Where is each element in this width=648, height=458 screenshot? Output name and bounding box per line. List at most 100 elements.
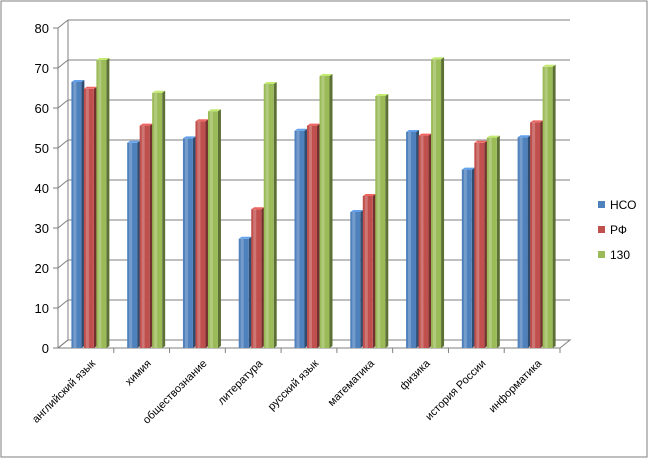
bar <box>71 82 82 348</box>
y-tick-label: 10 <box>35 301 49 316</box>
legend-swatch <box>598 201 605 208</box>
bar-top <box>127 140 141 143</box>
bar-side <box>471 167 475 348</box>
bar-side <box>93 86 97 349</box>
y-tick-label: 70 <box>35 61 49 76</box>
bar <box>517 137 528 348</box>
bar-side <box>552 64 556 349</box>
bar-highlight <box>532 122 536 349</box>
bar-top <box>406 130 420 132</box>
bar-top <box>319 74 333 76</box>
bar-top <box>375 94 389 96</box>
bar-top <box>207 109 221 112</box>
y-tick-label: 50 <box>35 141 49 156</box>
bar <box>375 96 386 348</box>
bars <box>71 57 556 349</box>
bar-highlight <box>433 59 437 348</box>
y-tick-label: 80 <box>35 21 49 36</box>
bar <box>182 138 193 348</box>
bar <box>319 76 330 348</box>
gridline-side <box>57 99 69 109</box>
bar-highlight <box>352 212 356 348</box>
bar <box>307 125 317 348</box>
bar-top <box>195 119 209 122</box>
bar-side <box>248 236 252 348</box>
bar-side <box>106 58 110 348</box>
legend-label: РФ <box>610 223 627 237</box>
bar-top <box>96 58 110 60</box>
legend: НСО РФ 130 <box>598 198 636 262</box>
y-tick-labels: 0 10 20 30 40 50 60 70 80 <box>35 21 49 356</box>
bar-highlight <box>408 132 412 348</box>
gridline-side <box>57 259 69 269</box>
bar-highlight <box>240 238 244 348</box>
bar <box>96 60 107 348</box>
bar-top <box>238 236 252 239</box>
bar-side <box>205 119 209 348</box>
bar-top <box>182 136 196 139</box>
bar-side <box>317 123 320 348</box>
bar <box>139 125 150 348</box>
bar-side <box>428 133 432 348</box>
bar-side <box>484 140 488 348</box>
bar-side <box>273 82 277 348</box>
bar-top <box>542 64 556 67</box>
bar <box>362 196 373 348</box>
gridline-side <box>57 59 69 69</box>
bar-side <box>192 136 196 348</box>
bar-side <box>540 120 544 349</box>
bar-top <box>517 135 531 138</box>
bar-top <box>461 167 475 170</box>
bar-highlight <box>488 137 492 348</box>
bar-highlight <box>197 121 201 348</box>
bar-top <box>71 80 85 82</box>
bar-side <box>261 207 265 348</box>
legend-label: НСО <box>610 198 636 212</box>
legend-swatch <box>598 226 605 233</box>
bar <box>207 111 218 348</box>
bar <box>418 135 429 348</box>
bar-top <box>530 120 544 123</box>
bar-top <box>486 135 500 138</box>
bar-top <box>83 86 97 89</box>
bar-top <box>307 123 320 126</box>
bar-top <box>263 82 277 84</box>
bar-highlight <box>463 169 467 348</box>
bar <box>542 66 553 349</box>
bar-highlight <box>377 96 381 348</box>
bar-highlight <box>184 138 188 348</box>
bar-highlight <box>364 196 368 348</box>
bar-side <box>527 135 531 348</box>
bar-highlight <box>544 66 548 349</box>
bar-side <box>137 140 141 348</box>
bar-highlight <box>420 135 424 348</box>
bar-side <box>496 135 500 348</box>
bar-side <box>329 74 333 348</box>
y-tick-label: 40 <box>35 181 49 196</box>
bar <box>431 59 442 348</box>
bar-side <box>441 57 445 348</box>
gridline-side <box>57 19 69 29</box>
bar-highlight <box>73 82 77 348</box>
bar-side <box>81 80 85 348</box>
bar-top <box>251 207 265 210</box>
bar <box>238 238 249 348</box>
bar-top <box>418 133 432 136</box>
bar-side <box>149 123 153 348</box>
bar <box>127 142 138 348</box>
bar-top <box>431 57 445 60</box>
y-tick-label: 60 <box>35 101 49 116</box>
bar-top <box>474 140 488 143</box>
bar-highlight <box>209 111 213 348</box>
legend-label: 130 <box>610 248 630 262</box>
bar <box>294 130 305 348</box>
gridline-side <box>57 139 69 149</box>
bar-highlight <box>476 142 480 348</box>
gridline-side <box>57 219 69 229</box>
gridline-side <box>57 339 69 349</box>
gridline-side <box>57 179 69 189</box>
bar-highlight <box>85 88 89 349</box>
bar-top <box>139 123 153 126</box>
bar-highlight <box>98 60 102 348</box>
bar <box>530 122 541 349</box>
